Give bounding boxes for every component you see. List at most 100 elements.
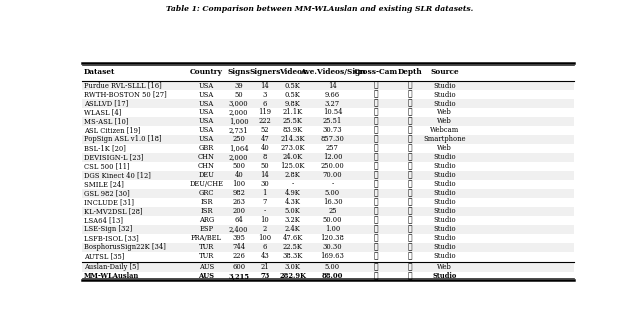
Text: 2,000: 2,000 [229, 153, 248, 161]
Text: 88.00: 88.00 [322, 272, 343, 280]
Text: 2.8K: 2.8K [285, 171, 301, 179]
Text: Studio: Studio [433, 82, 456, 90]
Text: Studio: Studio [433, 234, 456, 242]
Text: 9.8K: 9.8K [285, 100, 301, 108]
Text: 3.27: 3.27 [325, 100, 340, 108]
Text: 100: 100 [232, 180, 245, 188]
Text: 226: 226 [232, 252, 245, 260]
Text: ✗: ✗ [374, 252, 379, 260]
Text: DEVISIGN-L [23]: DEVISIGN-L [23] [84, 153, 143, 161]
Text: ✓: ✓ [374, 272, 379, 280]
Text: ✓: ✓ [408, 171, 412, 179]
Bar [83, 189, 573, 198]
Text: Studio: Studio [433, 216, 456, 224]
Text: Ave.Videos/Sign: Ave.Videos/Sign [300, 68, 365, 76]
Text: 6: 6 [262, 243, 267, 251]
Text: 25.51: 25.51 [323, 117, 342, 126]
Text: Webcam: Webcam [430, 126, 459, 134]
Text: ✓: ✓ [408, 82, 412, 90]
Bar [83, 225, 573, 234]
Text: ✗: ✗ [374, 153, 379, 161]
Text: ✗: ✗ [374, 135, 379, 143]
Text: 16.30: 16.30 [323, 198, 342, 206]
Bar [83, 153, 573, 162]
Bar [83, 216, 573, 225]
Text: MS-ASL [10]: MS-ASL [10] [84, 117, 129, 126]
Bar [83, 180, 573, 189]
Text: 600: 600 [232, 263, 245, 271]
Text: 40: 40 [234, 171, 243, 179]
Text: GBR: GBR [199, 144, 214, 152]
Text: USA: USA [199, 126, 214, 134]
Text: BosphorusSign22K [34]: BosphorusSign22K [34] [84, 243, 166, 251]
Text: ISR: ISR [200, 198, 212, 206]
Text: 47.6K: 47.6K [283, 234, 303, 242]
Text: 43: 43 [260, 252, 269, 260]
Text: 263: 263 [232, 198, 245, 206]
Text: 5.00: 5.00 [325, 263, 340, 271]
Bar [83, 135, 573, 144]
Text: ✓: ✓ [374, 225, 379, 233]
Text: 30.73: 30.73 [323, 126, 342, 134]
Bar [83, 162, 573, 171]
Text: 14: 14 [328, 82, 337, 90]
Text: ✗: ✗ [374, 189, 379, 197]
Text: Source: Source [430, 68, 459, 76]
Text: 125.0K: 125.0K [280, 162, 305, 170]
Text: FRA/BEL: FRA/BEL [191, 234, 222, 242]
Text: 21.1K: 21.1K [283, 108, 303, 117]
Text: ✗: ✗ [408, 117, 412, 126]
Text: Studio: Studio [433, 189, 456, 197]
Text: INCLUDE [31]: INCLUDE [31] [84, 198, 134, 206]
Text: TUR: TUR [199, 243, 214, 251]
Text: Studio: Studio [433, 91, 456, 99]
Text: 39: 39 [234, 82, 243, 90]
Text: AUS: AUS [199, 263, 214, 271]
Text: GSL 982 [30]: GSL 982 [30] [84, 189, 130, 197]
Text: ✗: ✗ [374, 198, 379, 206]
Text: MM-WLAuslan: MM-WLAuslan [84, 272, 140, 280]
Text: 250: 250 [232, 135, 245, 143]
Text: ✗: ✗ [374, 82, 379, 90]
Text: ✓: ✓ [374, 207, 379, 215]
Bar [83, 81, 573, 90]
Text: 6: 6 [262, 100, 267, 108]
Text: 2: 2 [262, 225, 267, 233]
Text: 83.9K: 83.9K [283, 126, 303, 134]
Text: 119: 119 [259, 108, 271, 117]
Text: 52: 52 [260, 126, 269, 134]
Text: ✗: ✗ [408, 198, 412, 206]
Text: ✗: ✗ [374, 126, 379, 134]
Text: Signs: Signs [227, 68, 250, 76]
Text: LSFB-ISOL [33]: LSFB-ISOL [33] [84, 234, 139, 242]
Bar [83, 90, 573, 99]
Text: 10: 10 [260, 216, 269, 224]
Text: 744: 744 [232, 243, 245, 251]
Text: ✗: ✗ [408, 91, 412, 99]
Text: USA: USA [199, 135, 214, 143]
Text: DEU/CHE: DEU/CHE [189, 180, 223, 188]
Text: Web: Web [437, 108, 452, 117]
Bar [83, 99, 573, 108]
Text: ✓: ✓ [408, 153, 412, 161]
Text: LSA64 [13]: LSA64 [13] [84, 216, 123, 224]
Text: CHN: CHN [198, 153, 215, 161]
Text: ✗: ✗ [408, 234, 412, 242]
Bar [83, 252, 573, 261]
Text: Studio: Studio [433, 153, 456, 161]
Text: ✗: ✗ [374, 243, 379, 251]
Text: 282.9K: 282.9K [279, 272, 307, 280]
Text: 857.30: 857.30 [321, 135, 344, 143]
Text: 14: 14 [260, 171, 269, 179]
Text: ✓: ✓ [408, 180, 412, 188]
Text: ✗: ✗ [408, 135, 412, 143]
Text: 30.30: 30.30 [323, 243, 342, 251]
Text: USA: USA [199, 82, 214, 90]
Text: 22.5K: 22.5K [283, 243, 303, 251]
Text: Studio: Studio [433, 207, 456, 215]
Text: 500: 500 [232, 162, 245, 170]
Text: 250.00: 250.00 [321, 162, 344, 170]
Text: 100: 100 [258, 234, 271, 242]
Text: ✗: ✗ [408, 225, 412, 233]
Text: 4.9K: 4.9K [285, 189, 301, 197]
